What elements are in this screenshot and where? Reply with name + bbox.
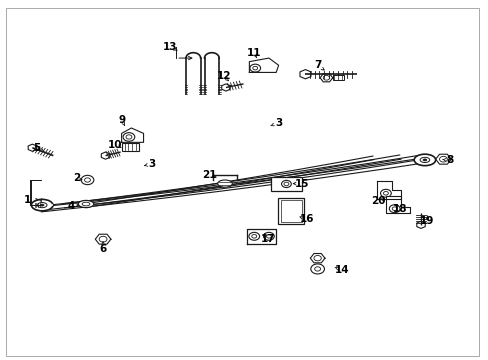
Circle shape (388, 205, 399, 213)
Polygon shape (416, 221, 425, 228)
Text: 16: 16 (299, 215, 313, 224)
Circle shape (248, 232, 259, 240)
Polygon shape (299, 69, 310, 79)
Text: 3: 3 (148, 159, 155, 169)
Polygon shape (320, 74, 332, 82)
Text: 2: 2 (73, 173, 80, 183)
Circle shape (81, 175, 94, 185)
Bar (280, 200, 301, 222)
Bar (332, 75, 343, 80)
Bar (122, 143, 139, 150)
Circle shape (263, 232, 274, 240)
Text: 19: 19 (419, 216, 434, 226)
Polygon shape (376, 181, 400, 199)
Ellipse shape (217, 180, 232, 187)
Polygon shape (122, 128, 143, 142)
Text: 12: 12 (216, 71, 231, 81)
Text: 6: 6 (99, 244, 106, 254)
Text: 4: 4 (67, 201, 75, 211)
Circle shape (380, 189, 390, 197)
Ellipse shape (78, 201, 94, 208)
Polygon shape (435, 154, 450, 164)
Polygon shape (221, 84, 230, 91)
Text: 10: 10 (108, 140, 122, 150)
Text: 5: 5 (34, 143, 41, 153)
Text: 1: 1 (24, 195, 31, 205)
Text: 14: 14 (334, 265, 348, 275)
Polygon shape (28, 144, 37, 151)
Polygon shape (93, 156, 373, 206)
Text: 13: 13 (163, 42, 177, 52)
Circle shape (281, 180, 291, 188)
Text: 8: 8 (446, 155, 453, 165)
Polygon shape (249, 58, 278, 72)
Ellipse shape (413, 154, 435, 166)
Text: 21: 21 (202, 170, 216, 180)
Polygon shape (40, 158, 425, 212)
Polygon shape (49, 156, 417, 210)
Polygon shape (101, 152, 109, 159)
Ellipse shape (31, 199, 53, 211)
Text: 15: 15 (294, 179, 308, 189)
Text: 7: 7 (313, 60, 321, 70)
Polygon shape (246, 229, 276, 244)
Polygon shape (310, 253, 325, 263)
Bar (277, 198, 304, 224)
Text: 17: 17 (260, 234, 275, 244)
Bar (271, 177, 301, 191)
Circle shape (310, 264, 324, 274)
Polygon shape (385, 196, 409, 213)
Text: 3: 3 (274, 118, 282, 128)
Circle shape (123, 133, 135, 141)
Polygon shape (95, 234, 111, 244)
Ellipse shape (40, 204, 44, 206)
Text: 18: 18 (392, 204, 407, 214)
Polygon shape (63, 155, 400, 208)
Text: 9: 9 (118, 115, 125, 125)
Text: 20: 20 (370, 196, 385, 206)
Circle shape (249, 64, 260, 72)
Ellipse shape (422, 159, 426, 161)
Text: 11: 11 (246, 48, 261, 58)
